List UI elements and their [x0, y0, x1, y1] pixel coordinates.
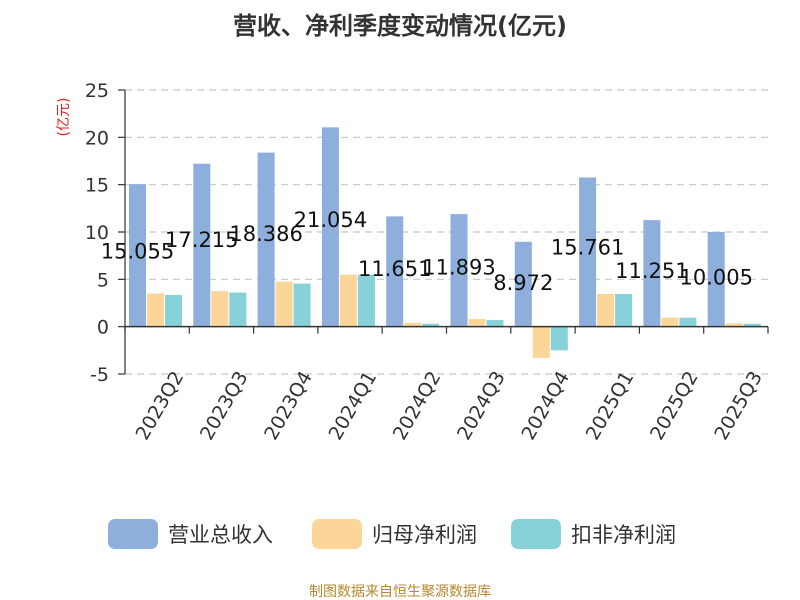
x-tick-label: 2024Q1: [324, 368, 381, 444]
bars: [129, 127, 761, 358]
x-tick-label: 2025Q3: [710, 368, 767, 444]
y-tick-label: 20: [85, 127, 109, 149]
bar-net-profit: [725, 323, 743, 327]
data-label: 11.893: [422, 256, 495, 280]
data-label: 8.972: [493, 271, 553, 295]
bar-net-profit-excl: [357, 274, 375, 327]
y-tick-label: -5: [90, 364, 109, 386]
legend-label: 归母净利润: [372, 523, 477, 547]
bar-net-profit: [661, 317, 679, 327]
source-note: 制图数据来自恒生聚源数据库: [309, 584, 491, 600]
y-tick-labels: 25 20 15 10 5 0 -5: [85, 80, 109, 386]
y-tick-label: 25: [85, 80, 109, 102]
data-label: 15.055: [101, 239, 174, 263]
x-tick-label: 2024Q3: [453, 368, 510, 444]
y-tick-label: 5: [97, 269, 109, 291]
bar-net-profit: [532, 326, 550, 358]
data-label: 11.251: [615, 259, 688, 283]
bar-revenue: [707, 231, 725, 327]
data-label: 15.761: [551, 236, 624, 260]
data-label: 10.005: [679, 266, 752, 290]
x-tick-label: 2023Q3: [196, 368, 253, 444]
bar-net-profit-excl: [550, 326, 568, 351]
bar-revenue: [643, 220, 661, 327]
bar-net-profit: [597, 294, 615, 327]
bar-net-profit: [339, 274, 357, 327]
bar-revenue: [514, 241, 532, 327]
bar-net-profit-excl: [229, 292, 247, 327]
x-tick-label: 2023Q4: [260, 368, 317, 444]
bar-revenue: [450, 214, 468, 327]
bar-revenue: [257, 152, 275, 327]
data-label: 18.386: [229, 222, 302, 246]
data-label: 17.215: [165, 228, 238, 252]
x-tick-label: 2024Q2: [389, 368, 446, 444]
bar-net-profit: [275, 281, 293, 327]
bar-net-profit-excl: [679, 317, 697, 327]
bar-revenue: [579, 177, 597, 327]
bar-revenue: [321, 127, 339, 327]
bar-net-profit-excl: [293, 283, 311, 327]
x-tick-label: 2023Q2: [132, 368, 189, 444]
bar-net-profit-excl: [422, 323, 440, 327]
chart-title: 营收、净利季度变动情况(亿元): [233, 12, 567, 40]
legend: 营业总收入 归母净利润 扣非净利润: [108, 519, 676, 549]
bar-net-profit-excl: [743, 323, 761, 327]
bar-revenue: [193, 163, 211, 327]
bar-net-profit-excl: [486, 320, 504, 327]
y-tick-label: 10: [85, 222, 109, 244]
bar-net-profit: [404, 322, 422, 327]
axes: [118, 89, 769, 375]
bar-net-profit: [468, 319, 486, 327]
bar-net-profit: [211, 291, 229, 327]
data-label: 21.054: [294, 208, 367, 232]
y-tick-label: 0: [97, 317, 109, 339]
y-axis-unit: (亿元): [56, 98, 72, 137]
bar-net-profit-excl: [615, 294, 633, 327]
y-tick-label: 15: [85, 175, 109, 197]
x-tick-label: 2025Q2: [646, 368, 703, 444]
bar-revenue: [386, 216, 404, 327]
x-tick-labels: 2023Q2 2023Q3 2023Q4 2024Q1 2024Q2 2024Q3 2024…: [132, 368, 767, 444]
bar-net-profit: [147, 293, 164, 327]
bar-revenue: [129, 184, 146, 327]
data-label: 11.651: [358, 257, 431, 281]
x-tick-label: 2024Q4: [517, 368, 574, 444]
legend-label: 扣非净利润: [571, 523, 676, 547]
legend-swatch: [108, 519, 158, 549]
bar-net-profit-excl: [165, 294, 182, 327]
legend-label: 营业总收入: [168, 523, 273, 547]
x-tick-label: 2025Q1: [582, 368, 639, 444]
legend-swatch: [312, 519, 362, 549]
legend-swatch: [511, 519, 561, 549]
